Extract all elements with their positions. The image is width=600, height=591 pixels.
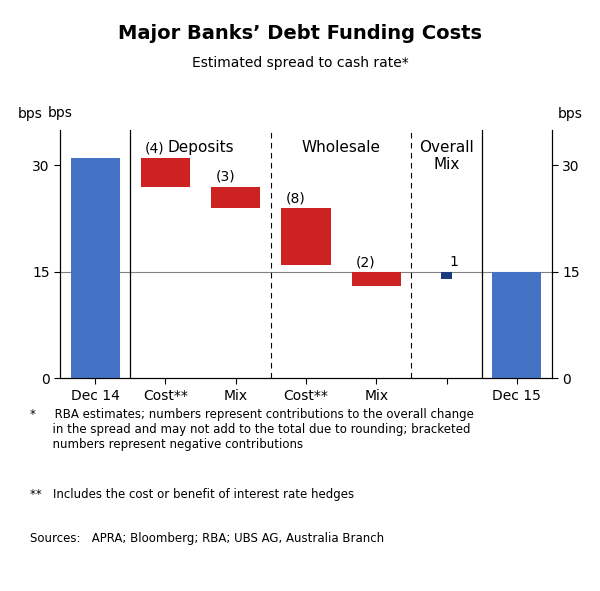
Bar bbox=[441, 272, 452, 279]
Text: (4): (4) bbox=[145, 142, 164, 155]
Bar bbox=[211, 187, 260, 208]
Text: Wholesale: Wholesale bbox=[302, 140, 380, 155]
Text: *     RBA estimates; numbers represent contributions to the overall change
     : * RBA estimates; numbers represent contr… bbox=[30, 408, 474, 451]
Bar bbox=[71, 158, 120, 378]
Text: bps: bps bbox=[47, 106, 73, 120]
Text: Overall
Mix: Overall Mix bbox=[419, 140, 474, 173]
Text: **   Includes the cost or benefit of interest rate hedges: ** Includes the cost or benefit of inter… bbox=[30, 488, 354, 501]
Text: (3): (3) bbox=[215, 170, 235, 184]
Text: (8): (8) bbox=[286, 191, 305, 205]
Text: Estimated spread to cash rate*: Estimated spread to cash rate* bbox=[191, 56, 409, 70]
Text: bps: bps bbox=[558, 107, 583, 121]
Text: bps: bps bbox=[18, 107, 43, 121]
Bar bbox=[281, 208, 331, 265]
Bar bbox=[141, 158, 190, 187]
Text: 1: 1 bbox=[449, 255, 458, 269]
Bar bbox=[352, 272, 401, 286]
Text: Major Banks’ Debt Funding Costs: Major Banks’ Debt Funding Costs bbox=[118, 24, 482, 43]
Text: Deposits: Deposits bbox=[167, 140, 234, 155]
Text: Sources:   APRA; Bloomberg; RBA; UBS AG, Australia Branch: Sources: APRA; Bloomberg; RBA; UBS AG, A… bbox=[30, 532, 384, 545]
Text: (2): (2) bbox=[356, 255, 376, 269]
Bar bbox=[492, 272, 541, 378]
